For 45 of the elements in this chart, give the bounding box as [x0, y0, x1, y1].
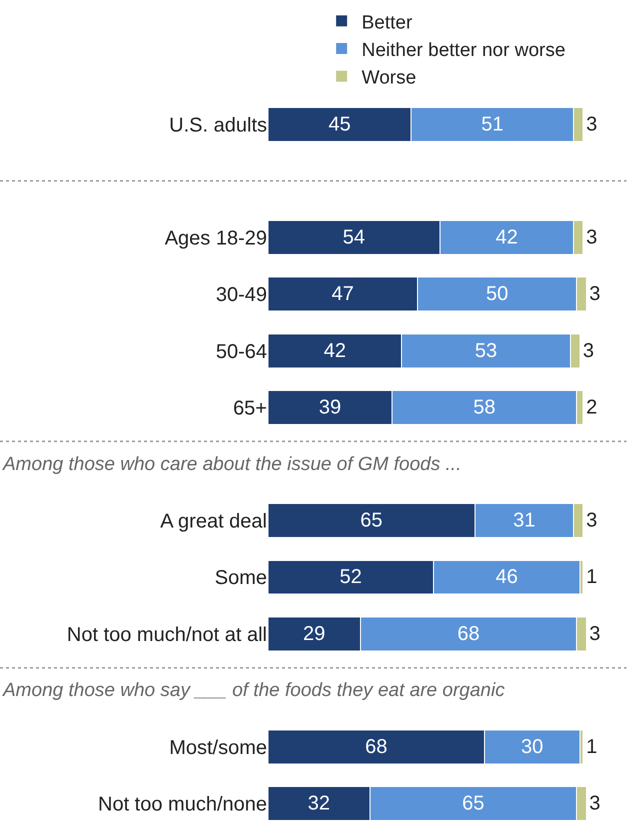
data-label: 50	[486, 283, 508, 306]
data-label: 3	[586, 113, 598, 136]
y-tick-label: 30-49	[216, 284, 267, 306]
data-label: 2	[586, 396, 598, 418]
y-tick-label: Not too much/none	[98, 794, 267, 816]
data-label: 31	[513, 510, 536, 532]
data-label: 29	[303, 622, 326, 645]
data-label: 54	[342, 226, 366, 249]
data-label: 52	[340, 566, 362, 588]
legend-label: Better	[362, 12, 413, 34]
y-tick-label: A great deal	[160, 510, 267, 533]
data-label: 68	[365, 736, 388, 758]
data-label: 30	[521, 736, 544, 758]
data-label: 1	[586, 566, 598, 588]
data-label: 3	[586, 510, 598, 532]
data-label: 47	[332, 283, 354, 306]
data-label: 42	[324, 340, 346, 362]
data-label: 51	[481, 113, 504, 136]
data-label: 3	[589, 283, 600, 306]
data-label: 32	[308, 792, 330, 815]
data-label: 58	[473, 396, 496, 418]
data-label: 39	[318, 396, 342, 418]
y-tick-label: 50-64	[216, 340, 267, 363]
annotation: Among those who say ___ of the foods they eat are organic	[2, 680, 506, 701]
legend-label: Worse	[362, 68, 416, 89]
data-label: 3	[589, 622, 600, 645]
data-label: 65	[360, 510, 383, 532]
data-label: 45	[328, 113, 351, 136]
y-tick-label: Ages 18-29	[164, 228, 267, 250]
y-tick-label: U.S. adults	[169, 114, 267, 136]
annotation: Among those who care about the issue of GM foods ...	[2, 454, 462, 475]
data-label: 3	[589, 792, 600, 815]
legend-label: Neither better nor worse	[362, 40, 566, 61]
data-label: 65	[462, 792, 484, 815]
y-tick-label: 65+	[233, 397, 267, 420]
data-label: 68	[457, 622, 480, 645]
data-label: 1	[586, 736, 598, 758]
data-label: 3	[586, 226, 598, 249]
y-tick-label: Not too much/not at all	[66, 624, 267, 646]
y-tick-label: Some	[214, 567, 267, 590]
data-label: 42	[496, 226, 518, 249]
data-label: 46	[496, 566, 518, 588]
data-label: 53	[474, 340, 498, 362]
y-tick-label: Most/some	[169, 737, 267, 760]
data-label: 3	[582, 340, 594, 362]
